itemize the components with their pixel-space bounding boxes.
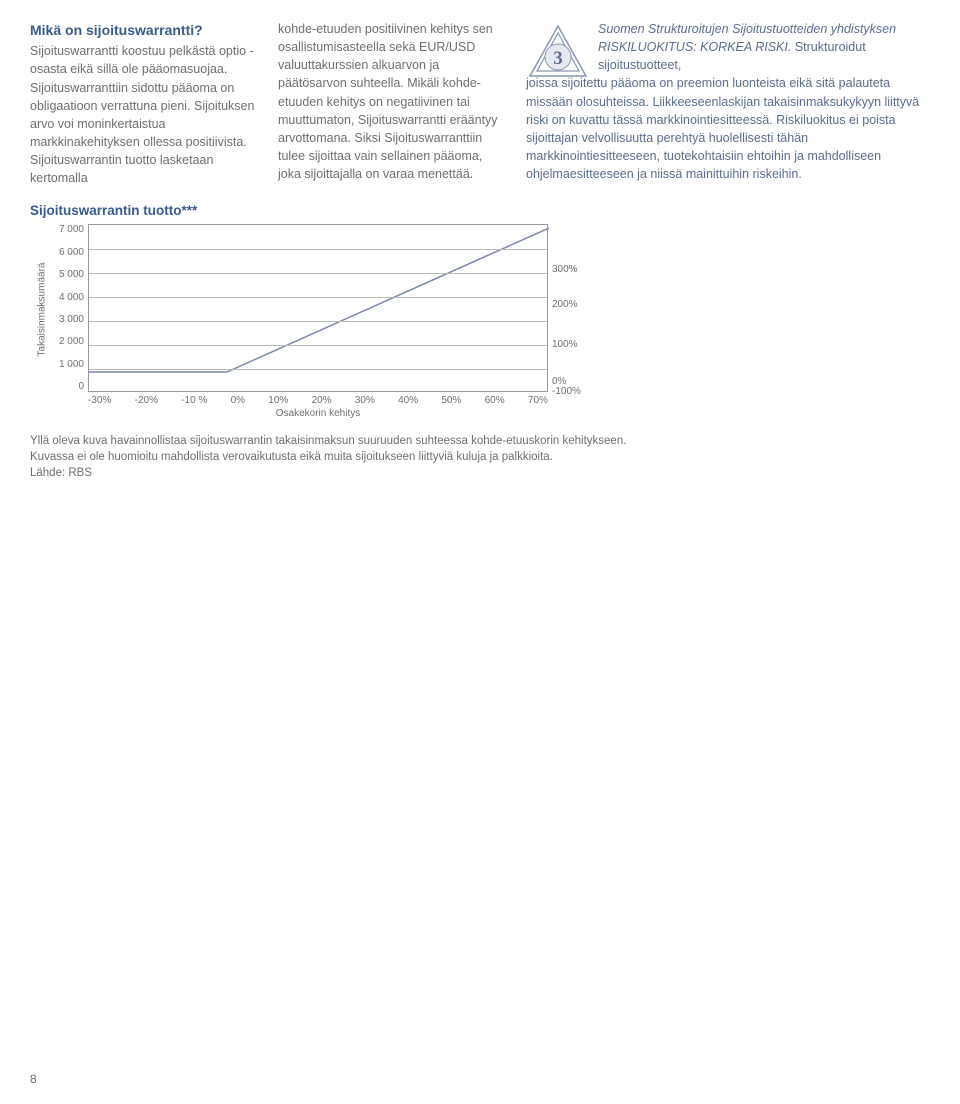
col1-body: Sijoituswarrantti koostuu pelkästä optio… — [30, 42, 260, 187]
x-tick: 50% — [441, 395, 461, 406]
x-tick: -10 % — [181, 395, 207, 406]
column-2: kohde-etuuden positiivinen kehitys sen o… — [278, 20, 508, 187]
gridline — [89, 297, 547, 298]
page-number: 8 — [30, 1072, 37, 1086]
y-tick: 6 000 — [59, 247, 84, 258]
x-axis-label: Osakekorin kehitys — [88, 408, 548, 419]
x-tick: 70% — [528, 395, 548, 406]
y2-tick: 300% — [552, 264, 578, 275]
gridline — [89, 273, 547, 274]
x-tick: -30% — [88, 395, 111, 406]
x-tick: 40% — [398, 395, 418, 406]
y-axis-label: Takaisinmaksumäärä — [37, 250, 48, 370]
text-columns: Mikä on sijoituswarrantti? Sijoituswarra… — [30, 20, 930, 187]
x-tick: 10% — [268, 395, 288, 406]
x-tick: -20% — [135, 395, 158, 406]
y-tick: 1 000 — [59, 359, 84, 370]
y-tick: 4 000 — [59, 292, 84, 303]
chart-caption: Yllä oleva kuva havainnollistaa sijoitus… — [30, 433, 660, 481]
y-axis-label-wrap: Takaisinmaksumäärä — [30, 224, 48, 392]
column-3: 3 Suomen Strukturoitujen Sijoitustuottei… — [526, 20, 926, 187]
y-ticks: 7 000 6 000 5 000 4 000 3 000 2 000 1 000 0 — [48, 224, 88, 392]
y2-tick: 200% — [552, 299, 578, 310]
x-tick: 20% — [312, 395, 332, 406]
y-tick: 2 000 — [59, 336, 84, 347]
gridline — [89, 369, 547, 370]
x-tick: 60% — [485, 395, 505, 406]
y2-ticks: 300%200%100%0%-100% — [548, 224, 592, 392]
col2-body: kohde-etuuden positiivinen kehitys sen o… — [278, 20, 508, 183]
gridline — [89, 249, 547, 250]
y-tick: 0 — [78, 381, 84, 392]
gridline — [89, 321, 547, 322]
chart-title: Sijoituswarrantin tuotto*** — [30, 203, 660, 218]
chart-section: Sijoituswarrantin tuotto*** Takaisinmaks… — [30, 203, 660, 419]
badge-number: 3 — [553, 48, 563, 69]
y2-tick: 100% — [552, 339, 578, 350]
col3-indented: Suomen Strukturoitujen Sijoitustuotteide… — [598, 20, 926, 74]
caption-p1: Yllä oleva kuva havainnollistaa sijoitus… — [30, 433, 660, 465]
y2-tick: -100% — [552, 386, 581, 397]
risk-badge-icon: 3 — [526, 24, 590, 82]
chart-area: Takaisinmaksumäärä 7 000 6 000 5 000 4 000 3… — [30, 224, 660, 392]
column-1: Mikä on sijoituswarrantti? Sijoituswarra… — [30, 20, 260, 187]
y-tick: 3 000 — [59, 314, 84, 325]
x-tick: 30% — [355, 395, 375, 406]
chart-plot — [88, 224, 548, 392]
x-ticks: -30% -20% -10 % 0% 10% 20% 30% 40% 50% 60% 70% — [88, 395, 548, 406]
caption-p2: Lähde: RBS — [30, 465, 660, 481]
col1-heading: Mikä on sijoituswarrantti? — [30, 20, 260, 40]
col3-full: joissa sijoitettu pääoma on preemion luo… — [526, 74, 926, 183]
gridline — [89, 345, 547, 346]
x-tick: 0% — [231, 395, 245, 406]
y-tick: 7 000 — [59, 224, 84, 235]
chart-svg — [89, 225, 549, 393]
y-tick: 5 000 — [59, 269, 84, 280]
